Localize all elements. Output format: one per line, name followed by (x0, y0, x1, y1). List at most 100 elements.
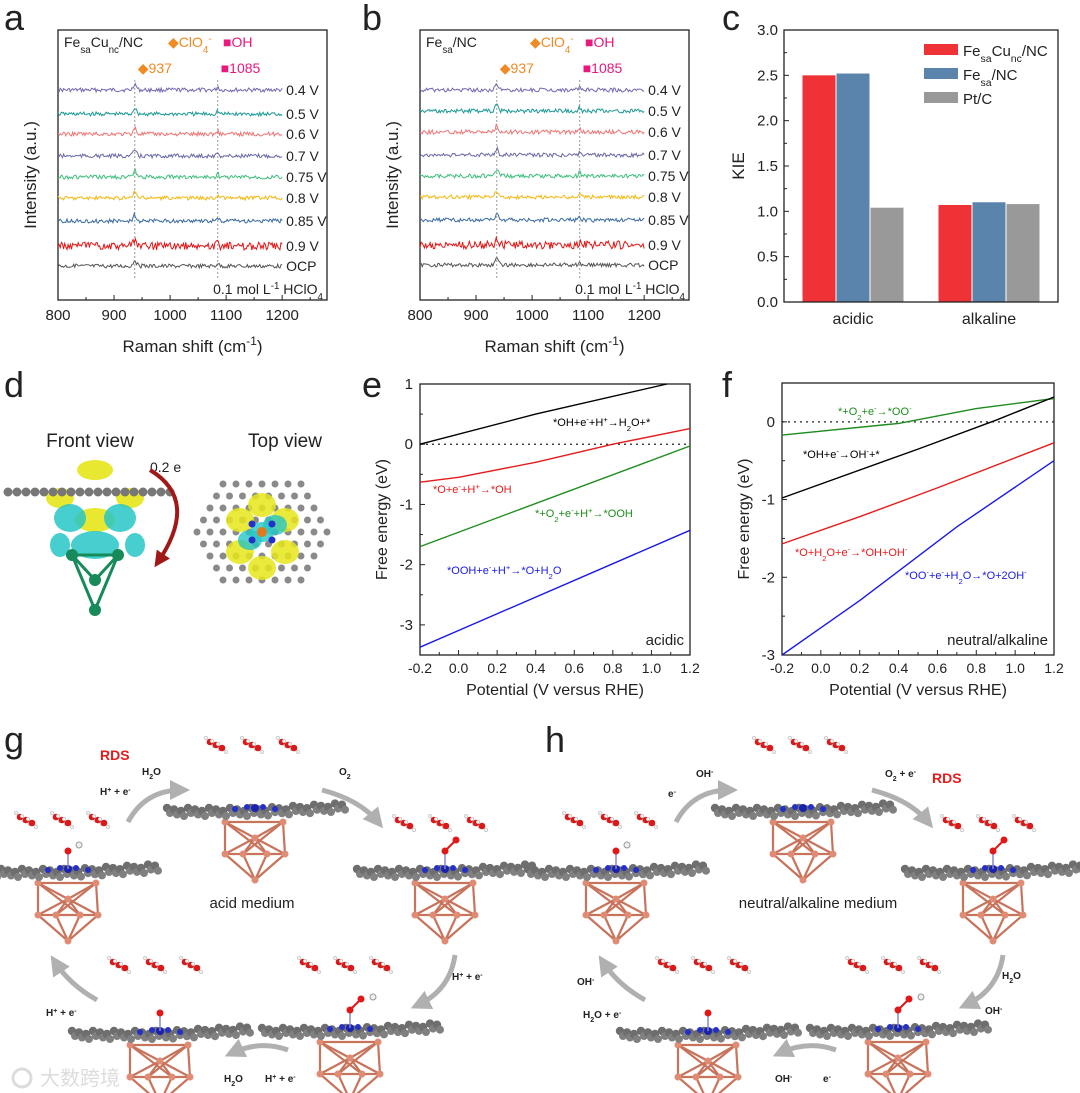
spectrum-line (57, 211, 283, 225)
y-tick-label: 0.5 (757, 249, 778, 266)
hydrogen-atom (403, 819, 409, 825)
carbon-atom (12, 487, 22, 497)
hydrogen-atom (295, 749, 301, 755)
carbon-atom (833, 810, 841, 819)
hydrogen-atom (617, 824, 623, 830)
sample-title: Fesa/NC (426, 34, 477, 56)
lattice-atom (213, 516, 220, 524)
step-label: H2O + e- (583, 1010, 622, 1024)
hydrogen-atom (702, 961, 708, 967)
carbon-atom (454, 872, 462, 881)
spectrum-line (419, 82, 645, 94)
copper-atom (168, 1073, 176, 1081)
carbon-atom (401, 1029, 409, 1038)
lattice-atom (297, 504, 305, 512)
carbon-atom (359, 1031, 367, 1040)
catalyst-model (710, 799, 897, 884)
carbon-atom (180, 812, 188, 820)
spectrum-line (57, 168, 283, 181)
nitrogen-atom (327, 1026, 333, 1032)
series-label: 0.4 V (286, 82, 319, 98)
spectrum-line (419, 169, 645, 180)
copper-atom (716, 1073, 724, 1081)
charge-accumulation-blob (271, 540, 299, 564)
hydrogen-atom (850, 958, 856, 964)
carbon-atom (275, 1032, 283, 1040)
copper-bond (717, 1076, 739, 1093)
copper-bond (802, 853, 816, 881)
copper-bond (254, 853, 286, 881)
spectrum-line (419, 235, 645, 251)
nitrogen-atom (272, 806, 278, 812)
carbon-atom (646, 871, 654, 880)
x-tick-label: 0.4 (889, 660, 909, 676)
hydrogen-atom (900, 969, 906, 975)
copper-atom (94, 911, 102, 919)
hydrogen-atom (33, 824, 39, 830)
hydrogen-atom (939, 813, 945, 819)
nitrogen-atom (605, 865, 611, 871)
oxygen-atom (290, 744, 298, 752)
hydrogen-atom (69, 824, 75, 830)
hydrogen-atom (209, 738, 215, 744)
copper-bond (352, 1073, 363, 1093)
carbon-atom (391, 873, 399, 881)
carbon-atom (928, 1030, 936, 1039)
x-tick-label: 1.2 (680, 660, 700, 676)
copper-atom (126, 1073, 134, 1081)
copper-bond (337, 1041, 379, 1075)
hydrogen-atom (945, 816, 951, 822)
hydrogen-atom (609, 816, 615, 822)
lattice-atom (284, 576, 292, 584)
series-label: 0.8 V (648, 189, 681, 205)
peak-label: ■1085 (221, 60, 261, 76)
hydrogen-atom (936, 969, 942, 975)
legend-oh: ■OH (223, 34, 252, 50)
reaction-label: *OOH+e-+H+→*O+H2O (447, 563, 562, 581)
lattice-atom (219, 552, 227, 560)
hydrogen-atom (308, 961, 314, 967)
charge-accumulation-blob (248, 493, 276, 517)
oxygen-atom (954, 822, 962, 830)
copper-atom (34, 879, 42, 887)
copper-bond (962, 914, 994, 942)
copper-atom (186, 1073, 194, 1081)
reaction-label: *O+e-+H+→*OH (433, 482, 512, 497)
y-tick-label: 0 (767, 414, 775, 431)
hydrogen-atom (603, 813, 609, 819)
lattice-atom (206, 552, 214, 560)
nitrogen-atom (85, 867, 91, 873)
medium-label: acid medium (209, 895, 294, 912)
nitrogen-atom (355, 1024, 361, 1030)
y-axis-title: KIE (729, 152, 748, 179)
hydrogen-atom (771, 749, 777, 755)
hydrogen-atom (567, 813, 573, 819)
series-label: OCP (648, 257, 678, 273)
carbon-atom (138, 487, 148, 497)
copper-bond (802, 853, 834, 881)
nitrogen-atom (875, 1026, 881, 1032)
hydrogen-atom (1017, 816, 1023, 822)
carbon-atom (57, 487, 67, 497)
reaction-arrow (321, 787, 384, 829)
carbon-atom (1065, 869, 1073, 877)
x-axis-title: Potential (V versus RHE) (466, 682, 644, 699)
hydrogen-atom (623, 841, 631, 849)
step-label: O2 (339, 767, 351, 781)
copper-bond (642, 882, 648, 916)
carbon-atom (232, 1031, 240, 1039)
lattice-atom (291, 564, 298, 572)
hydrogen-atom (696, 958, 702, 964)
copper-atom (239, 850, 247, 858)
hydrogen-atom (674, 969, 680, 975)
energy-line (419, 427, 691, 483)
hydrogen-atom (49, 810, 55, 816)
hydrogen-atom (561, 810, 567, 816)
carbon-atom (306, 809, 314, 818)
copper-atom (411, 879, 419, 887)
copper-atom (76, 911, 84, 919)
carbon-atom (93, 487, 103, 497)
cluster-atom (112, 549, 124, 561)
hydrogen-atom (223, 749, 229, 755)
